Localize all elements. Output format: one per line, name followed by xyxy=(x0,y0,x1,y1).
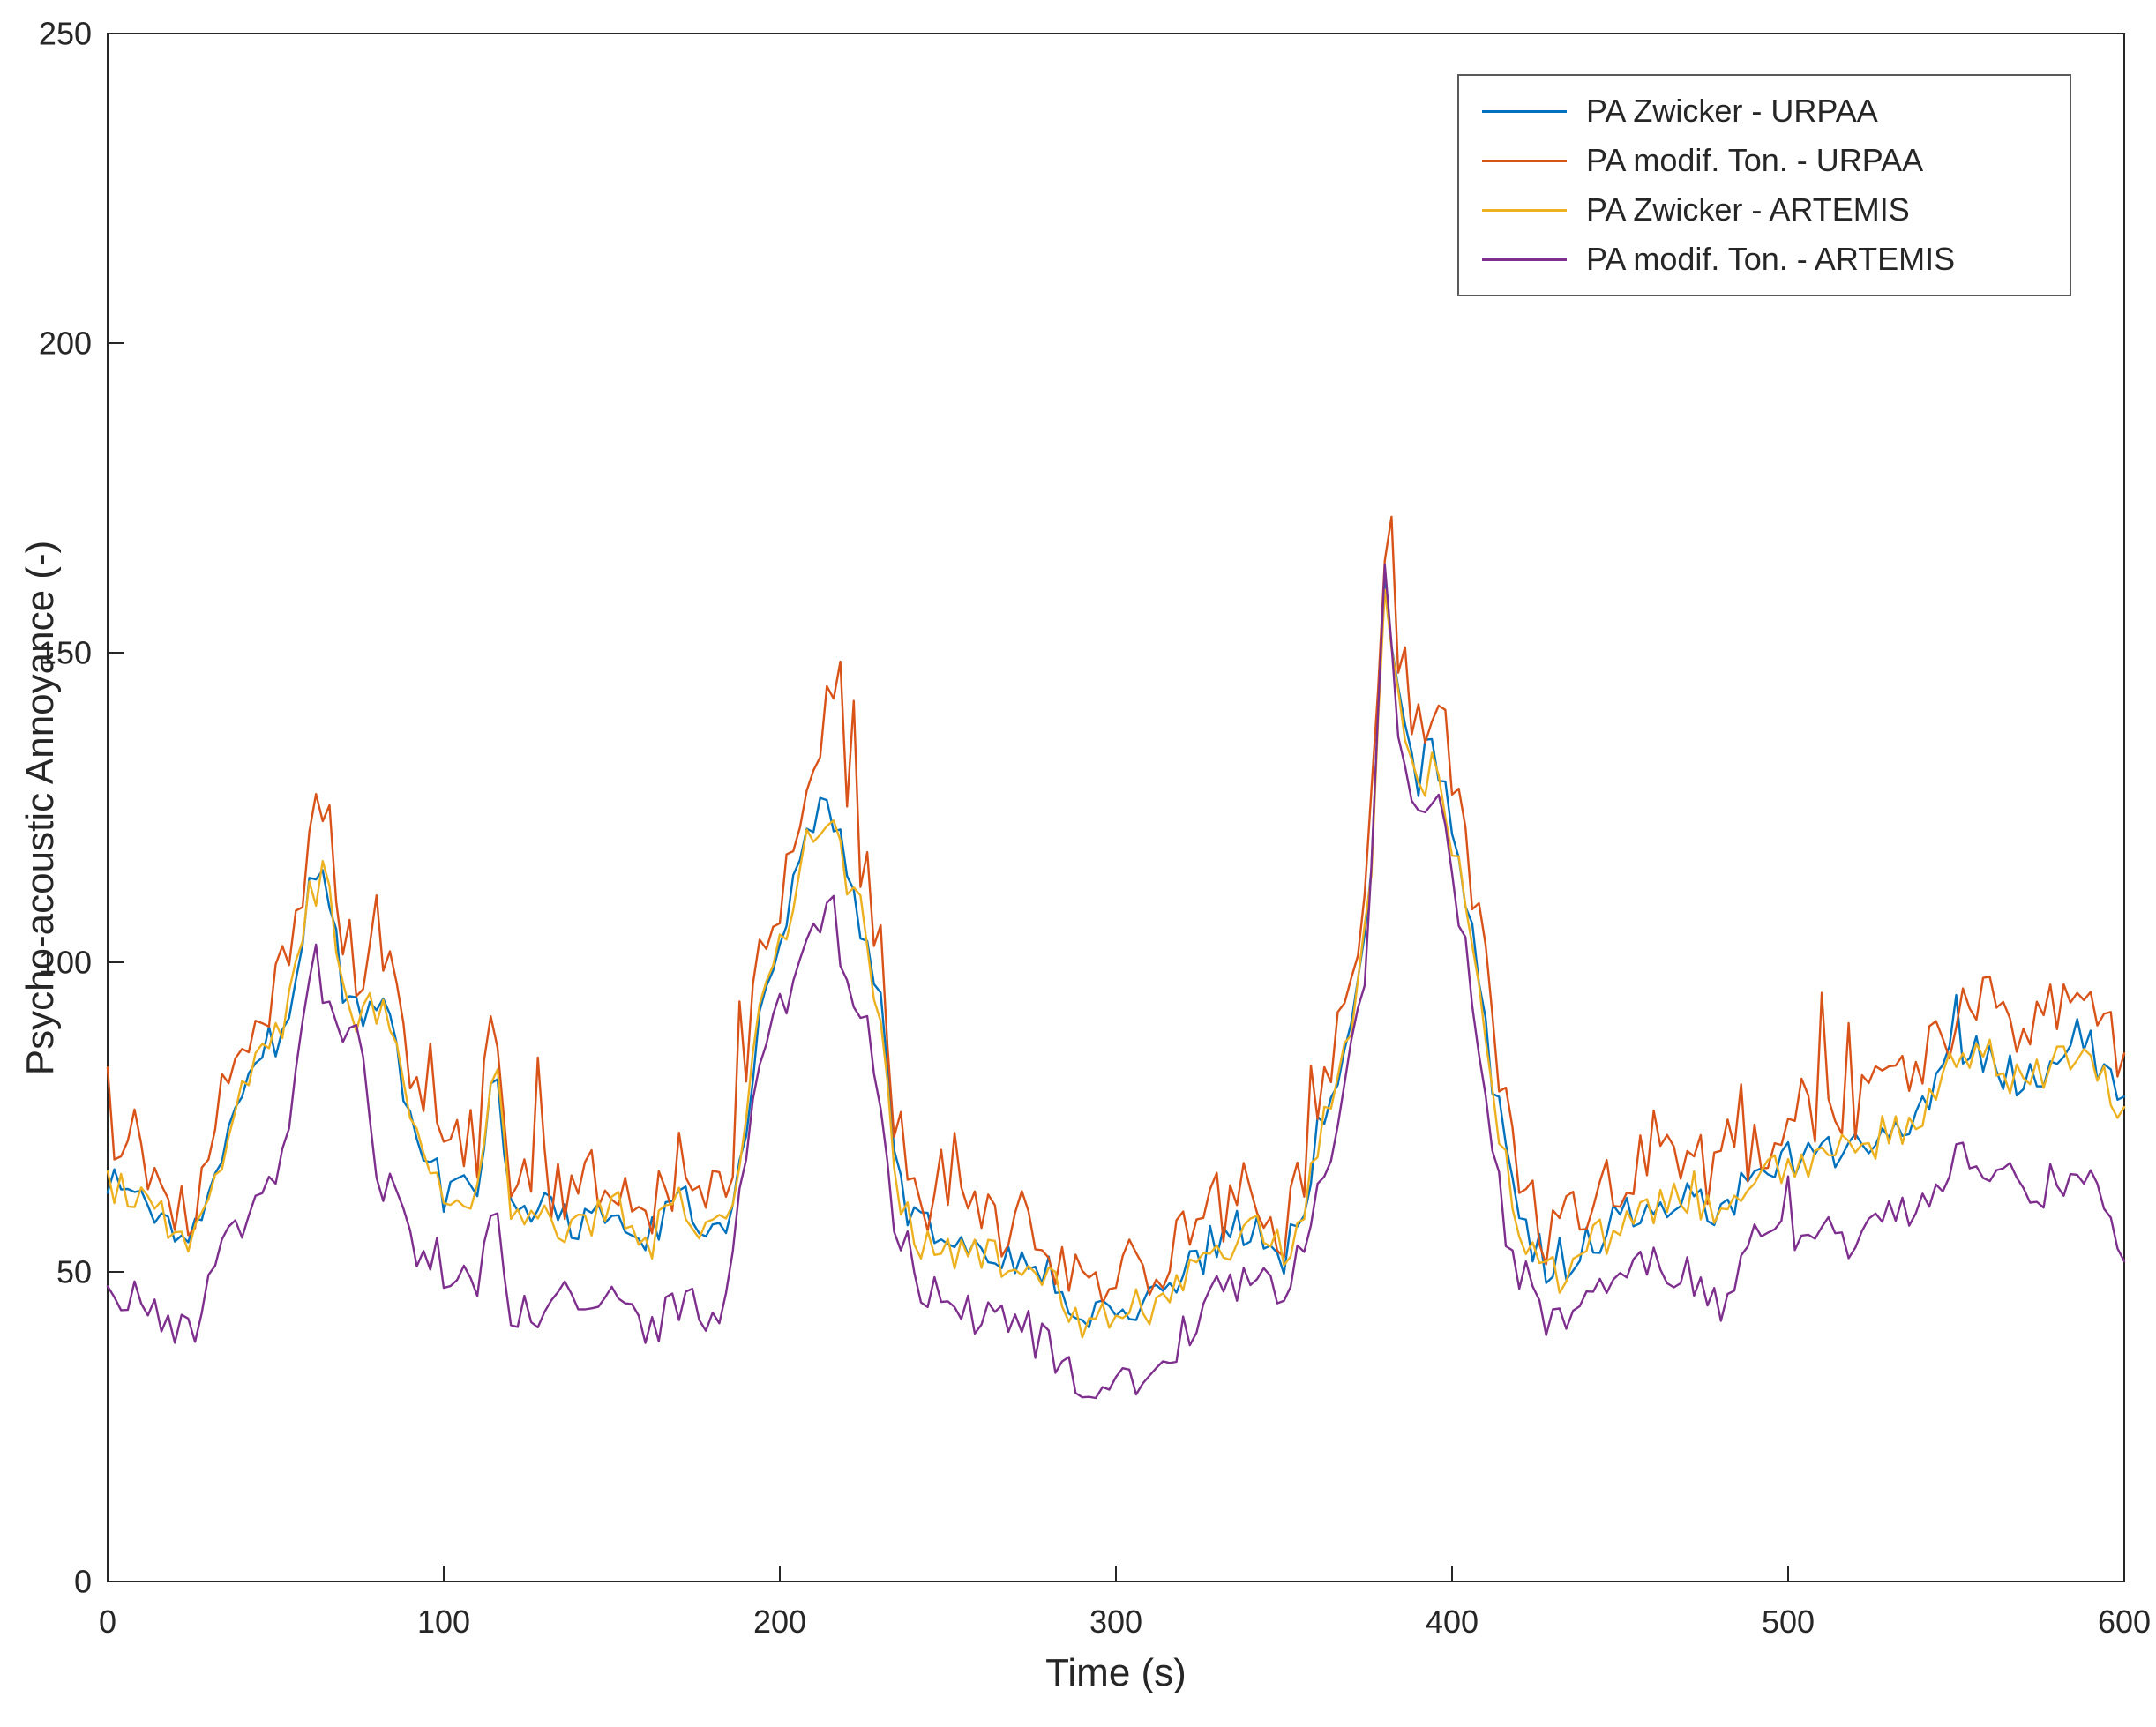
series-line-pa-modif-ton-urpaa xyxy=(106,515,2126,1305)
x-tick-label: 100 xyxy=(417,1604,470,1640)
legend-line-sample xyxy=(1482,109,1567,113)
x-tick-label: 200 xyxy=(753,1604,806,1640)
y-tick-label: 250 xyxy=(39,16,92,52)
y-tick-label: 100 xyxy=(39,945,92,981)
legend-line-sample xyxy=(1482,208,1567,212)
legend-label: PA modif. Ton. - URPAA xyxy=(1586,142,1924,178)
legend-item[interactable]: PA modif. Ton. - ARTEMIS xyxy=(1482,235,2070,284)
x-tick-label: 0 xyxy=(99,1604,116,1640)
x-tick-label: 400 xyxy=(1426,1604,1479,1640)
legend-line-sample xyxy=(1482,159,1567,162)
legend-item[interactable]: PA Zwicker - ARTEMIS xyxy=(1482,185,2070,235)
y-tick-label: 200 xyxy=(39,325,92,362)
series-line-pa-zwicker-urpaa xyxy=(106,572,2126,1329)
legend-item[interactable]: PA modif. Ton. - URPAA xyxy=(1482,136,2070,185)
series-lines xyxy=(106,515,2126,1400)
y-tick-label: 50 xyxy=(56,1254,92,1290)
series-line-pa-modif-ton-artemis xyxy=(106,564,2126,1400)
axis-ticks xyxy=(107,33,2125,1582)
x-tick-label: 300 xyxy=(1089,1604,1142,1640)
x-tick-label: 500 xyxy=(1762,1604,1815,1640)
legend-item[interactable]: PA Zwicker - URPAA xyxy=(1482,86,2070,136)
series-line-pa-zwicker-artemis xyxy=(106,588,2126,1339)
legend-label: PA Zwicker - ARTEMIS xyxy=(1586,191,1910,228)
y-tick-label: 0 xyxy=(74,1564,92,1600)
y-tick-label: 150 xyxy=(39,635,92,671)
legend-label: PA Zwicker - URPAA xyxy=(1586,93,1878,129)
x-tick-label: 600 xyxy=(2098,1604,2151,1640)
y-axis-label: Psycho-acoustic Annoyance (-) xyxy=(19,540,62,1076)
legend-label: PA modif. Ton. - ARTEMIS xyxy=(1586,241,1956,277)
axis-tick-labels: 0 100 200 300 400 500 600 0 50 100 150 200 250 xyxy=(39,16,2151,1640)
legend-line-sample xyxy=(1482,258,1567,261)
x-axis-label: Time (s) xyxy=(1045,1651,1187,1694)
legend: PA Zwicker - URPAA PA modif. Ton. - URPAA… xyxy=(1457,74,2071,296)
